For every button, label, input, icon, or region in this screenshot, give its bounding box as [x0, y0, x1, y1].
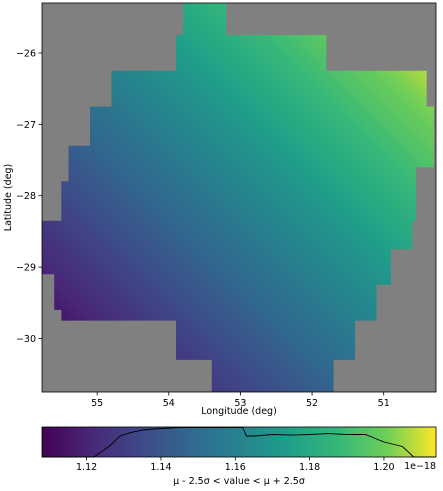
map-y-axis-label: Latitude (deg) — [3, 164, 14, 231]
colorbar-tick-label: 1.16 — [225, 462, 246, 473]
map-x-tick-label: 54 — [163, 398, 175, 409]
colorbar-tick-label: 1.14 — [150, 462, 171, 473]
map-frame — [41, 2, 437, 393]
map-y-tick-label: −27 — [16, 120, 36, 131]
map-y-tick-label: −29 — [16, 263, 36, 274]
map-y-tick-label: −30 — [16, 334, 36, 345]
map-x-tick-label: 51 — [378, 398, 390, 409]
map-x-tick-label: 52 — [306, 398, 318, 409]
map-y-tick-label: −28 — [16, 191, 36, 202]
map-y-tick-label: −26 — [16, 48, 36, 59]
colorbar-offset-text: 1e−18 — [404, 461, 436, 472]
colorbar-frame — [41, 426, 437, 458]
data-footprint — [42, 3, 434, 392]
map-x-ticks: 55 54 53 52 51 — [91, 392, 390, 409]
map-x-tick-label: 55 — [91, 398, 103, 409]
map-x-tick-label: 53 — [234, 398, 246, 409]
colorbar-gradient — [42, 427, 436, 457]
colorbar-tick-label: 1.20 — [373, 462, 394, 473]
map-panel: 55 54 53 52 51 −26 −27 −28 −29 −30 Longitude (de… — [3, 2, 437, 417]
colorbar-histogram-line — [42, 427, 436, 458]
colorbar-label: μ - 2.5σ < value < μ + 2.5σ — [173, 476, 305, 487]
colorbar-ticks: 1.12 1.14 1.16 1.18 1.20 — [76, 457, 395, 473]
map-x-axis-label: Longitude (deg) — [201, 406, 277, 417]
colorbar-panel: 1.12 1.14 1.16 1.18 1.20 μ - 2.5σ < value < … — [41, 426, 437, 487]
map-y-ticks: −26 −27 −28 −29 −30 — [16, 48, 42, 345]
colorbar-tick-label: 1.12 — [76, 462, 97, 473]
colorbar-tick-label: 1.18 — [299, 462, 320, 473]
